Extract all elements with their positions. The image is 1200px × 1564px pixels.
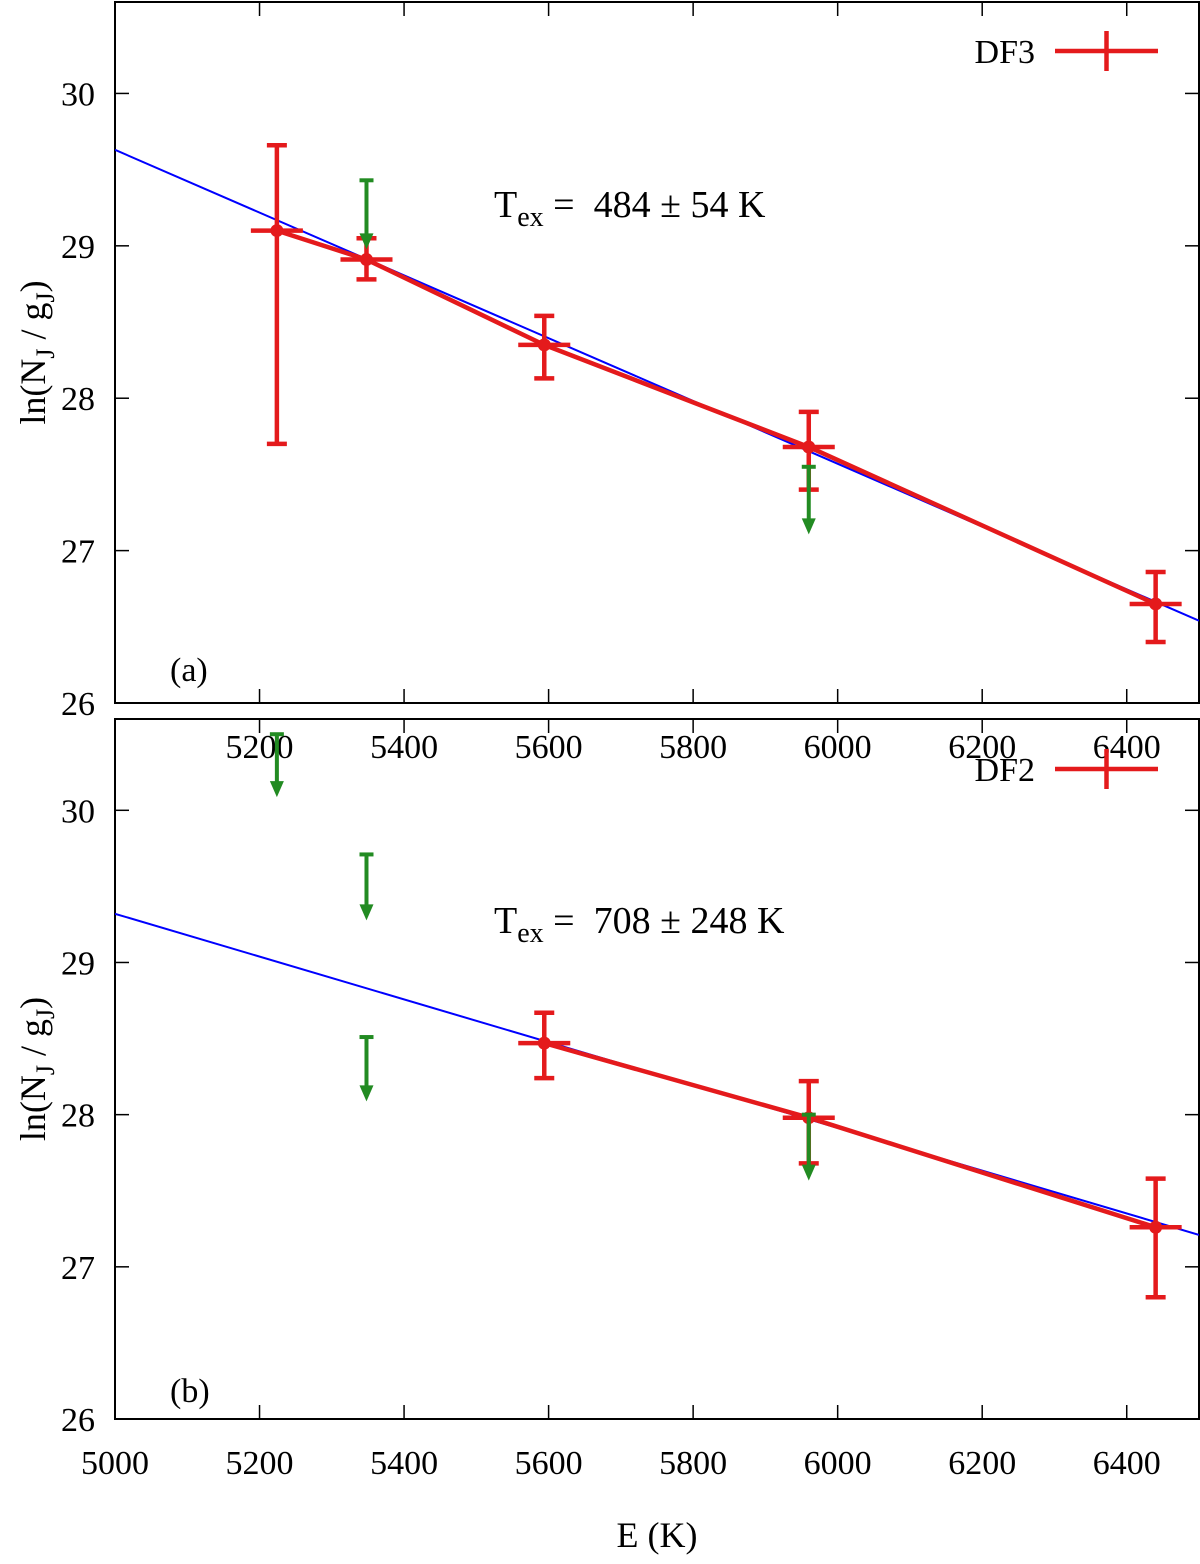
x-tick-label: 6000 xyxy=(804,729,872,766)
tex-subscript: ex xyxy=(517,918,543,949)
y-axis-label-sub2: J xyxy=(31,1009,60,1019)
y-axis-label-sub2: J xyxy=(31,292,60,302)
x-tick-label: 6200 xyxy=(948,1445,1016,1482)
y-tick-label: 26 xyxy=(61,1402,95,1439)
y-axis-label-prefix: ln(N xyxy=(13,1075,53,1141)
upper-limit-arrowhead xyxy=(359,1085,374,1102)
y-axis-label-suffix: ) xyxy=(13,280,53,292)
upper-limit-arrowhead xyxy=(801,518,816,535)
data-point xyxy=(1149,1220,1163,1234)
tex-value: = 484 ± 54 K xyxy=(544,184,766,226)
y-axis-label-mid: / g xyxy=(13,302,53,348)
plot-frame xyxy=(114,718,1200,1420)
y-tick-label: 26 xyxy=(61,686,95,723)
y-tick-label: 30 xyxy=(61,793,95,830)
x-axis-label: E (K) xyxy=(617,1515,698,1555)
x-tick-label: 5600 xyxy=(515,1445,583,1482)
panel-label: (a) xyxy=(170,652,208,689)
y-tick-label: 27 xyxy=(61,1250,95,1287)
plot-frame xyxy=(114,1,1200,704)
y-axis-label: ln(NJ / gJ) xyxy=(13,997,60,1141)
y-axis-label-sub1: J xyxy=(31,349,60,359)
x-tick-label: 6000 xyxy=(804,1445,872,1482)
upper-limit-arrowhead xyxy=(269,781,284,798)
y-axis-label-sub1: J xyxy=(31,1065,60,1075)
x-tick-label: 5400 xyxy=(370,729,438,766)
plot-area xyxy=(115,732,1199,1300)
y-tick-label: 27 xyxy=(61,534,95,571)
y-axis-label-prefix: ln(N xyxy=(13,359,53,425)
legend-label: DF2 xyxy=(975,752,1035,789)
data-point xyxy=(802,440,816,454)
x-tick-label: 5600 xyxy=(515,729,583,766)
tex-symbol: T xyxy=(494,900,517,942)
data-point xyxy=(537,1036,551,1050)
y-axis-label-suffix: ) xyxy=(13,997,53,1009)
y-tick-label: 28 xyxy=(61,381,95,418)
x-tick-label: 6400 xyxy=(1093,1445,1161,1482)
tex-annotation: Tex = 708 ± 248 K xyxy=(494,900,785,949)
data-point xyxy=(1149,597,1163,611)
legend-label: DF3 xyxy=(975,34,1035,71)
y-axis-label: ln(NJ / gJ) xyxy=(13,280,60,424)
x-tick-label: 5200 xyxy=(226,1445,294,1482)
x-tick-label: 5000 xyxy=(81,1445,149,1482)
data-point xyxy=(270,224,284,238)
upper-limit-arrowhead xyxy=(359,233,374,250)
tex-symbol: T xyxy=(494,184,517,226)
upper-limit-arrowhead xyxy=(359,904,374,921)
panel-label: (b) xyxy=(170,1373,210,1410)
tex-value: = 708 ± 248 K xyxy=(544,900,785,942)
x-tick-label: 5800 xyxy=(659,729,727,766)
panel-b: 26 27 28 29 30 5000 5200 5400 5600 5800 6000 6200 64… xyxy=(13,718,1200,1555)
data-point xyxy=(359,253,373,267)
data-point xyxy=(537,338,551,352)
x-tick-label: 5800 xyxy=(659,1445,727,1482)
upper-limit-arrowhead xyxy=(801,1164,816,1181)
tex-subscript: ex xyxy=(517,202,543,233)
y-tick-label: 30 xyxy=(61,76,95,113)
tex-annotation: Tex = 484 ± 54 K xyxy=(494,184,766,233)
y-tick-label: 28 xyxy=(61,1098,95,1135)
plot-area xyxy=(115,142,1199,645)
x-tick-label: 6400 xyxy=(1093,729,1161,766)
x-tick-label: 5400 xyxy=(370,1445,438,1482)
y-axis-label-mid: / g xyxy=(13,1019,53,1065)
x-tick-label: 6200 xyxy=(948,729,1016,766)
y-tick-label: 29 xyxy=(61,229,95,266)
y-tick-label: 29 xyxy=(61,945,95,982)
